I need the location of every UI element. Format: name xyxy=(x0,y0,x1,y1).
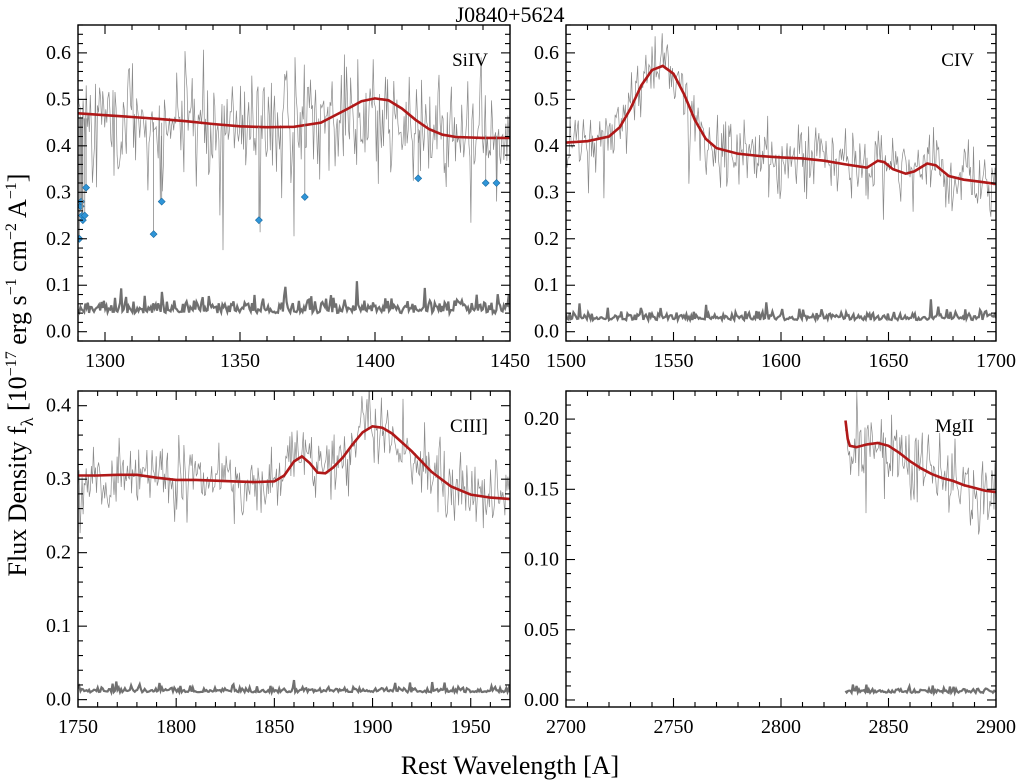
masked-point xyxy=(254,216,263,225)
masked-point xyxy=(481,179,490,187)
plot-area xyxy=(78,391,510,697)
x-tick-label: 2800 xyxy=(761,716,801,738)
x-tick-label: 1500 xyxy=(546,350,586,372)
y-tick-label: 0.1 xyxy=(534,274,559,296)
panel-frame xyxy=(77,390,511,708)
x-tick-label: 2700 xyxy=(546,716,586,738)
plot-area xyxy=(844,391,996,697)
x-tick-label: 1950 xyxy=(451,716,491,738)
panel-3: 2700 2750 2800 2850 2900 0.00 0.05 0.10 0.15 0.20… xyxy=(524,390,1016,738)
panel-line-label: MgII xyxy=(935,416,974,437)
x-tick-label: 1650 xyxy=(869,350,909,372)
masked-point xyxy=(80,211,89,220)
x-tick-label: 1550 xyxy=(654,350,694,372)
y-tick-label: 0.2 xyxy=(46,542,71,564)
x-tick-label: 2900 xyxy=(976,716,1016,738)
x-tick-label: 1600 xyxy=(761,350,801,372)
y-tick-label: 0.5 xyxy=(46,88,71,110)
y-tick-label: 0.3 xyxy=(46,181,71,203)
y-tick-label: 0.3 xyxy=(534,181,559,203)
model-fit-line xyxy=(78,97,510,140)
y-tick-label: 0.4 xyxy=(46,395,71,417)
masked-point xyxy=(149,230,158,239)
y-tick-label: 0.3 xyxy=(46,468,71,490)
y-tick-label: 0.1 xyxy=(46,615,71,637)
observed-spectrum-line xyxy=(845,391,996,535)
x-tick-label: 1400 xyxy=(355,350,395,372)
figure-title: J0840+5624 xyxy=(456,2,565,27)
masked-point xyxy=(414,174,423,183)
y-tick-label: 0.0 xyxy=(534,321,559,343)
y-tick-label: 0.6 xyxy=(46,42,71,64)
panel-0: 1300 1350 1400 1450 0.0 0.1 0.2 0.3 0.4 0.5 0.6 SiI… xyxy=(46,24,530,372)
observed-spectrum-line xyxy=(78,391,510,534)
panel-line-label: CIII] xyxy=(450,416,488,437)
observed-spectrum-line xyxy=(78,49,510,251)
x-tick-label: 2750 xyxy=(654,716,694,738)
y-tick-label: 0.00 xyxy=(524,689,559,711)
panel-1: 1500 1550 1600 1650 1700 0.0 0.1 0.2 0.3 0.4 0.5 0.… xyxy=(534,24,1016,372)
observed-spectrum-line xyxy=(566,33,996,220)
x-tick-label: 1450 xyxy=(490,350,530,372)
y-tick-label: 0.4 xyxy=(46,135,71,157)
y-tick-label: 0.2 xyxy=(46,228,71,250)
panel-frame xyxy=(565,390,997,708)
y-tick-label: 0.1 xyxy=(46,274,71,296)
x-tick-label: 1300 xyxy=(85,350,125,372)
x-tick-label: 1800 xyxy=(156,716,196,738)
panel-2: 1750 1800 1850 1900 1950 0.0 0.1 0.2 0.3 0.4 CIII] xyxy=(46,390,511,738)
plot-area xyxy=(566,33,996,324)
y-tick-label: 0.15 xyxy=(524,478,559,500)
y-tick-label: 0.2 xyxy=(534,228,559,250)
masked-point xyxy=(492,179,501,187)
y-tick-label: 0.4 xyxy=(534,135,559,157)
masked-point xyxy=(157,197,166,206)
x-tick-label: 1700 xyxy=(976,350,1016,372)
error-spectrum-line xyxy=(566,299,996,324)
error-spectrum-line xyxy=(78,281,510,318)
y-tick-label: 0.10 xyxy=(524,549,559,571)
masked-point xyxy=(82,183,91,192)
x-tick-label: 2850 xyxy=(869,716,909,738)
panel-line-label: SiIV xyxy=(452,50,488,71)
masked-point xyxy=(300,193,309,201)
y-tick-label: 0.0 xyxy=(46,321,71,343)
x-tick-label: 1350 xyxy=(220,350,260,372)
model-fit-line xyxy=(78,424,510,501)
error-spectrum-line xyxy=(78,679,510,697)
x-tick-label: 1850 xyxy=(254,716,294,738)
y-tick-label: 0.5 xyxy=(534,88,559,110)
y-tick-label: 0.05 xyxy=(524,619,559,641)
plot-area xyxy=(78,49,510,318)
panel-line-label: CIV xyxy=(941,50,974,71)
y-tick-label: 0.6 xyxy=(534,42,559,64)
y-axis-title: Flux Density fλ [10−17 erg s−1 cm−2 A−1] xyxy=(3,174,37,577)
y-tick-label: 0.20 xyxy=(524,408,559,430)
x-axis-title: Rest Wavelength [A] xyxy=(401,751,619,780)
y-tick-label: 0.0 xyxy=(46,689,71,711)
x-tick-label: 1900 xyxy=(353,716,393,738)
error-spectrum-line xyxy=(844,682,996,697)
x-tick-label: 1750 xyxy=(58,716,98,738)
model-fit-line xyxy=(844,420,996,494)
model-fit-line xyxy=(566,64,996,186)
